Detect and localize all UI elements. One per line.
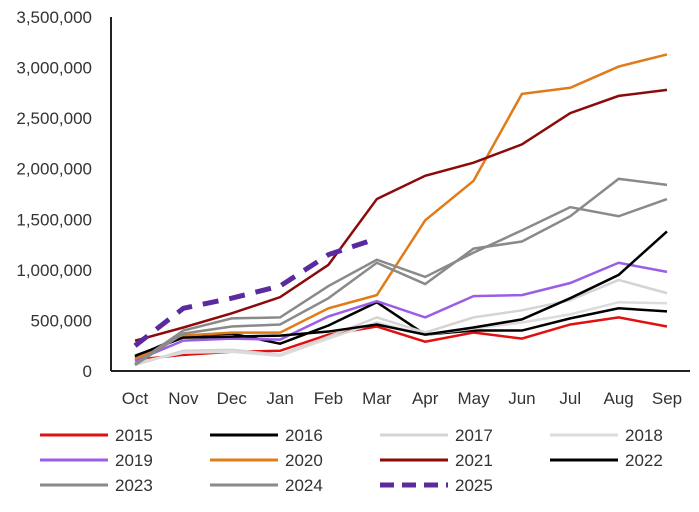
series-line-2019	[134, 261, 668, 363]
y-tick-label: 0	[83, 362, 92, 381]
legend-item-2020: 2020	[210, 451, 323, 470]
y-tick-label: 500,000	[31, 311, 92, 330]
legend-label: 2022	[625, 451, 663, 470]
x-tick-label: Apr	[412, 389, 439, 408]
legend-label: 2015	[115, 426, 153, 445]
series-line-2017	[134, 278, 668, 367]
x-tick-label: Dec	[217, 389, 248, 408]
legend-item-2024: 2024	[210, 476, 323, 495]
x-tick-label: Aug	[604, 389, 634, 408]
legend-label: 2021	[455, 451, 493, 470]
y-tick-label: 3,500,000	[16, 8, 92, 27]
x-tick-label: Nov	[168, 389, 199, 408]
series-line-2025	[133, 236, 378, 348]
legend-item-2021: 2021	[380, 451, 493, 470]
x-tick-label: Feb	[314, 389, 343, 408]
legend-item-2018: 2018	[550, 426, 663, 445]
x-tick-label: May	[457, 389, 490, 408]
y-tick-label: 2,500,000	[16, 109, 92, 128]
series-line-2020	[134, 53, 668, 360]
y-tick-label: 1,500,000	[16, 210, 92, 229]
x-tick-label: Mar	[362, 389, 392, 408]
legend-label: 2018	[625, 426, 663, 445]
y-tick-label: 2,000,000	[16, 160, 92, 179]
legend-label: 2023	[115, 476, 153, 495]
series-line-2024	[134, 177, 668, 366]
legend-label: 2016	[285, 426, 323, 445]
legend-item-2015: 2015	[40, 426, 153, 445]
x-tick-label: Jul	[559, 389, 581, 408]
legend-item-2017: 2017	[380, 426, 493, 445]
y-tick-label: 1,000,000	[16, 261, 92, 280]
legend-item-2023: 2023	[40, 476, 153, 495]
legend-label: 2020	[285, 451, 323, 470]
x-tick-label: Jun	[508, 389, 535, 408]
legend-label: 2019	[115, 451, 153, 470]
y-tick-label: 3,000,000	[16, 59, 92, 78]
legend-item-2022: 2022	[550, 451, 663, 470]
legend-item-2016: 2016	[210, 426, 323, 445]
series-line-2022	[134, 230, 668, 357]
legend-item-2019: 2019	[40, 451, 153, 470]
series-line-2021	[134, 88, 668, 342]
legend-label: 2017	[455, 426, 493, 445]
legend-item-2025: 2025	[380, 476, 493, 495]
x-tick-label: Oct	[122, 389, 149, 408]
legend-label: 2025	[455, 476, 493, 495]
x-tick-label: Jan	[266, 389, 293, 408]
x-tick-label: Sep	[652, 389, 682, 408]
legend-label: 2024	[285, 476, 323, 495]
